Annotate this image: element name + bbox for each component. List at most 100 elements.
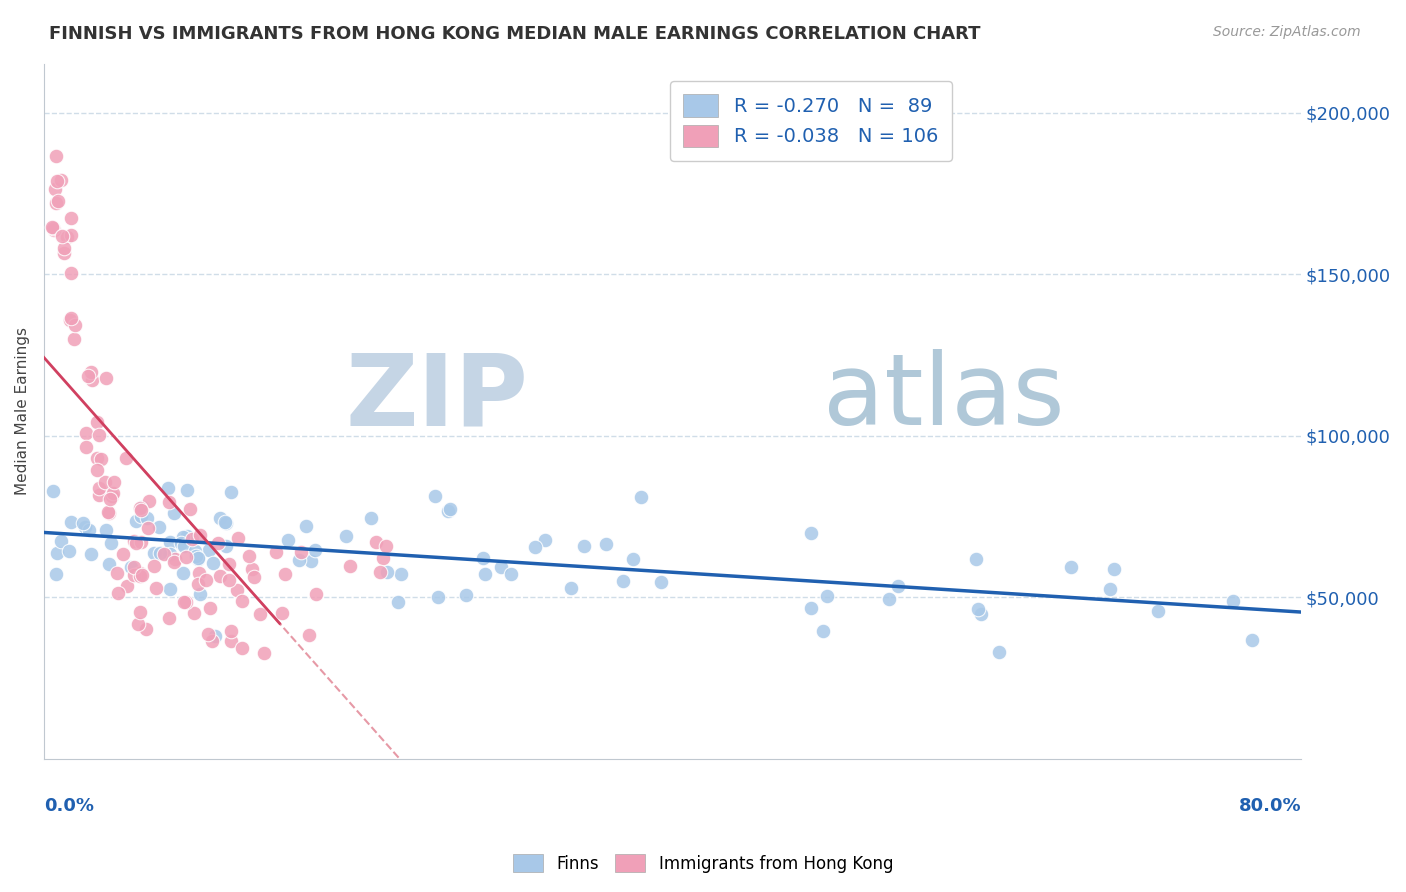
Point (183, 544, 205, 558)
Point (225, 583, 247, 598)
Point (214, 515, 236, 529)
Point (197, 627, 219, 641)
Point (456, 588, 478, 602)
Point (218, 574, 240, 588)
Point (101, 489, 124, 503)
Point (117, 579, 139, 593)
Point (72, 516, 94, 530)
Point (52, 241, 75, 255)
Point (339, 559, 361, 574)
Point (136, 521, 159, 535)
Y-axis label: Median Male Earnings: Median Male Earnings (15, 327, 30, 495)
Point (176, 550, 198, 565)
Point (59, 266, 82, 280)
Point (187, 550, 209, 565)
Point (970, 607, 993, 622)
Point (877, 591, 900, 606)
Point (111, 547, 134, 561)
Point (389, 566, 412, 581)
Point (87, 488, 110, 502)
Point (127, 617, 149, 632)
Point (58, 313, 80, 327)
Point (135, 511, 157, 525)
Point (439, 501, 461, 516)
Point (120, 560, 142, 574)
Point (128, 500, 150, 515)
Point (501, 566, 523, 581)
Point (364, 534, 387, 549)
Point (560, 581, 582, 595)
Point (204, 629, 226, 643)
Point (97, 506, 120, 520)
Point (59, 515, 82, 529)
Point (173, 539, 195, 553)
Point (249, 607, 271, 621)
Point (45, 174, 67, 188)
Point (181, 532, 204, 546)
Point (243, 570, 266, 584)
Point (277, 533, 299, 547)
Point (207, 536, 229, 550)
Point (179, 501, 201, 516)
Point (129, 605, 152, 619)
Point (60, 310, 83, 325)
Point (97, 505, 120, 519)
Point (187, 551, 209, 566)
Point (49, 172, 72, 186)
Point (304, 543, 326, 558)
Point (612, 574, 634, 588)
Point (208, 568, 231, 582)
Point (75, 440, 97, 454)
Point (287, 552, 309, 566)
Point (298, 628, 321, 642)
Point (42, 484, 65, 499)
Point (474, 566, 496, 581)
Point (815, 590, 838, 604)
Point (51, 228, 73, 243)
Point (1099, 582, 1122, 597)
Point (122, 533, 145, 548)
Point (172, 530, 194, 544)
Point (886, 579, 908, 593)
Point (77, 523, 100, 537)
Point (215, 516, 238, 531)
Point (967, 602, 990, 616)
Point (157, 611, 180, 625)
Point (427, 590, 450, 604)
Point (80, 373, 103, 387)
Point (965, 552, 987, 566)
Point (131, 568, 153, 582)
Point (156, 481, 179, 495)
Point (1222, 594, 1244, 608)
Point (215, 539, 238, 553)
Point (290, 545, 312, 559)
Point (186, 549, 208, 563)
Point (299, 554, 322, 568)
Point (188, 528, 211, 542)
Point (143, 559, 166, 574)
Point (271, 606, 294, 620)
Point (143, 546, 166, 560)
Point (58, 543, 80, 558)
Point (202, 557, 225, 571)
Point (89, 481, 111, 495)
Point (86, 463, 108, 477)
Point (471, 551, 494, 566)
Point (63, 318, 86, 333)
Point (595, 537, 617, 551)
Point (1147, 604, 1170, 618)
Point (371, 551, 394, 566)
Point (201, 634, 224, 648)
Point (42, 223, 65, 237)
Point (218, 557, 240, 571)
Point (45, 196, 67, 211)
Point (90, 451, 112, 466)
Point (489, 560, 512, 574)
Point (45, 148, 67, 162)
Point (96, 370, 118, 384)
Point (253, 646, 276, 660)
Point (375, 540, 398, 554)
Point (304, 586, 326, 600)
Point (630, 491, 652, 505)
Point (138, 494, 160, 508)
